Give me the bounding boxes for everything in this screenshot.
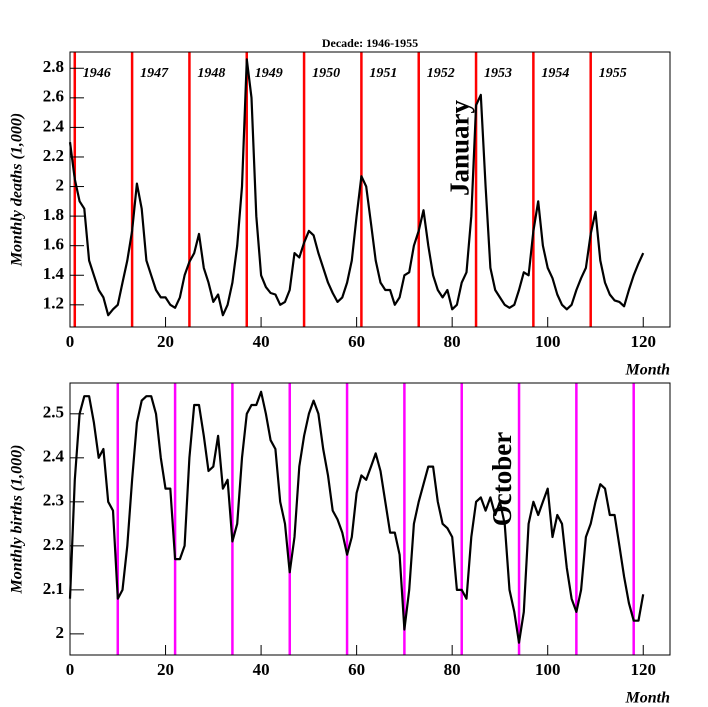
- y-tick-label: 2.8: [43, 57, 64, 76]
- y-tick-label: 2.1: [43, 579, 64, 598]
- year-label: 1948: [197, 66, 225, 81]
- year-label: 1954: [541, 66, 569, 81]
- plot-frame: [69, 382, 671, 656]
- y-tick-label: 1.8: [43, 205, 64, 224]
- chart-title: Decade: 1946-1955: [322, 36, 418, 50]
- x-tick-label: 80: [444, 332, 461, 351]
- y-axis-label: Monthly deaths (1,000): [9, 113, 26, 267]
- y-tick-label: 1.4: [43, 264, 65, 283]
- year-label: 1955: [599, 66, 627, 81]
- year-label: 1947: [140, 66, 169, 81]
- y-tick-label: 2.4: [43, 116, 65, 135]
- y-tick-label: 2.2: [43, 146, 64, 165]
- x-tick-label: 80: [444, 660, 461, 679]
- year-label: 1950: [312, 66, 340, 81]
- y-tick-label: 2.4: [43, 447, 65, 466]
- year-label: 1949: [255, 66, 283, 81]
- y-tick-label: 1.6: [43, 235, 64, 254]
- y-tick-label: 2.3: [43, 491, 64, 510]
- x-tick-label: 60: [348, 332, 365, 351]
- x-tick-label: 20: [157, 660, 174, 679]
- data-line: [68, 58, 645, 317]
- y-axis-label: Monthly births (1,000): [9, 445, 26, 595]
- x-tick-label: 0: [66, 332, 75, 351]
- year-label: 1952: [427, 66, 455, 81]
- plot-frame: [69, 51, 671, 328]
- x-tick-label: 120: [630, 332, 656, 351]
- x-tick-label: 100: [535, 660, 561, 679]
- x-tick-label: 100: [535, 332, 561, 351]
- x-tick-label: 40: [253, 332, 270, 351]
- x-tick-label: 40: [253, 660, 270, 679]
- year-label: 1946: [83, 66, 111, 81]
- year-label: 1951: [369, 66, 397, 81]
- x-tick-label: 0: [66, 660, 75, 679]
- y-tick-label: 1.2: [43, 294, 64, 313]
- y-tick-label: 2.6: [43, 87, 64, 106]
- y-tick-label: 2: [56, 623, 65, 642]
- x-tick-label: 120: [630, 660, 656, 679]
- x-axis-label: Month: [625, 362, 671, 379]
- y-tick-label: 2.2: [43, 535, 64, 554]
- annotation: October: [487, 432, 517, 526]
- annotation: January: [444, 99, 474, 196]
- data-line: [68, 390, 645, 644]
- x-tick-label: 20: [157, 332, 174, 351]
- y-tick-label: 2.5: [43, 403, 64, 422]
- year-label: 1953: [484, 66, 512, 81]
- y-tick-label: 2: [56, 175, 65, 194]
- x-tick-label: 60: [348, 660, 365, 679]
- x-axis-label: Month: [625, 690, 671, 707]
